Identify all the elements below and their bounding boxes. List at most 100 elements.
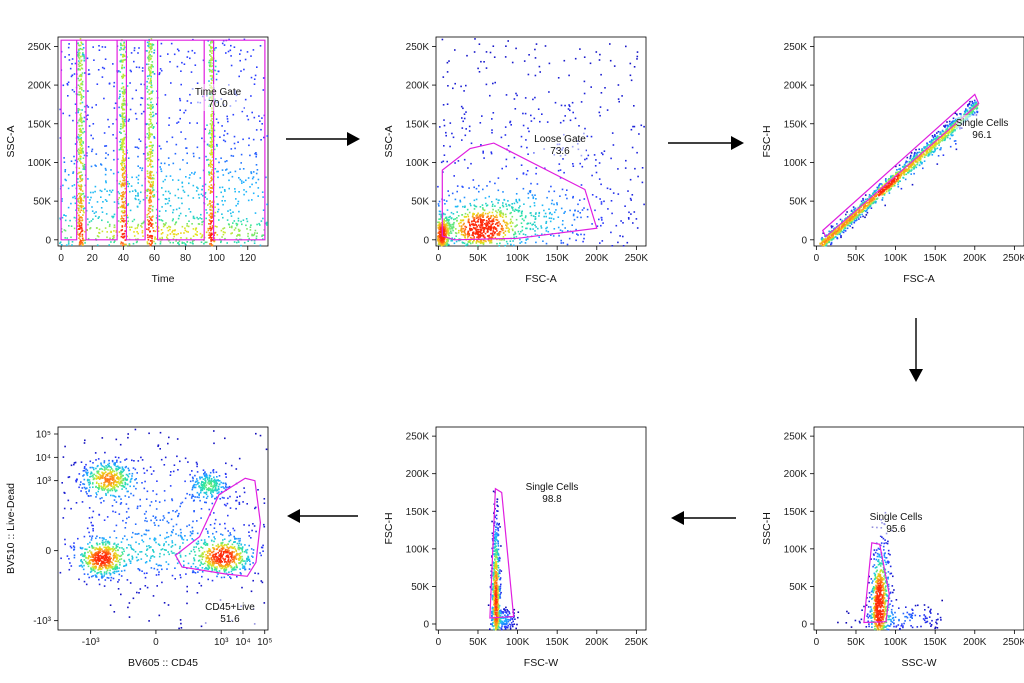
gate-outline[interactable] [441,142,598,241]
gate-label-background [956,115,1008,142]
gate-outline[interactable] [489,487,515,619]
x-tick-label: 0 [814,253,820,264]
y-axis-label: SSC-A [5,125,17,157]
plot-frame [57,36,269,247]
y-axis: 0 50K 100K 150K 200K 250K SSC-H [761,432,814,630]
y-tick-label: 150K [784,119,808,130]
y-tick-label: 50K [789,582,807,593]
x-tick-label: 0 [436,253,442,264]
x-tick-label: 250K [1003,637,1024,648]
x-tick-label: 200K [585,637,609,648]
gate-label-background [204,599,256,626]
y-tick-label: 150K [406,507,430,518]
x-tick-label: 120 [239,253,256,264]
y-axis-label: SSC-H [761,512,773,545]
y-tick-label: 250K [406,432,430,443]
x-tick-label: 60 [149,253,161,264]
x-tick-label: 50K [469,637,487,648]
y-tick-label: 0 [45,546,51,557]
x-tick-label: 100 [208,253,225,264]
x-tick-label: 10⁵ [257,637,272,648]
y-axis: 0 50K 100K 150K 200K 250K SSC-A [5,42,58,246]
y-tick-label: 0 [45,235,51,246]
x-tick-label: 0 [436,637,442,648]
y-tick-label: 100K [406,544,430,555]
x-tick-label: 50K [847,253,865,264]
gate-label-background [192,84,244,111]
x-axis-label: SSC-W [902,657,937,669]
x-tick-label: 10⁴ [235,637,250,648]
gate-outline[interactable] [60,39,266,241]
x-tick-label: 50K [469,253,487,264]
x-tick-label: 100K [884,637,908,648]
y-axis: 0 50K 100K 150K 200K 250K FSC-H [383,432,436,630]
x-axis: 0 20 40 60 80 100 120 Time [58,246,257,285]
y-axis: 0 50K 100K 150K 200K 250K SSC-A [383,42,436,246]
y-tick-label: 200K [784,469,808,480]
x-tick-label: 150K [545,253,569,264]
y-tick-label: 50K [33,197,51,208]
x-axis-label: FSC-A [525,273,557,285]
gate-percentage: 96.1 [972,130,992,141]
y-tick-label: 0 [801,619,807,630]
x-tick-label: 250K [625,637,649,648]
x-tick-label: 100K [506,637,530,648]
gate-outline[interactable] [821,93,980,238]
x-tick-label: 200K [963,253,987,264]
flow-arrow [671,511,736,525]
x-tick-label: 100K [506,253,530,264]
y-axis-label: FSC-H [761,125,773,157]
x-axis: 0 50K 100K 150K 200K 250K FSC-W [436,630,649,669]
gate-outline[interactable] [174,477,262,577]
y-tick-label: 50K [411,197,429,208]
y-tick-label: 250K [406,42,430,53]
flow-arrow [909,318,923,382]
gate-name: Single Cells [526,482,579,493]
x-axis: 0 50K 100K 150K 200K 250K FSC-A [814,246,1024,285]
y-tick-label: 10³ [37,476,52,487]
x-axis-label: Time [152,273,175,285]
y-axis-label: FSC-H [383,512,395,544]
x-tick-label: 40 [118,253,130,264]
x-axis-label: BV605 :: CD45 [128,657,198,669]
x-tick-label: 150K [545,637,569,648]
y-tick-label: 200K [28,81,52,92]
x-tick-label: 0 [814,637,820,648]
y-axis-label: SSC-A [383,125,395,157]
y-axis-label: BV510 :: Live-Dead [5,483,17,574]
x-tick-label: -10³ [82,637,100,648]
y-tick-label: 150K [406,119,430,130]
x-tick-label: 100K [884,253,908,264]
x-tick-label: 20 [87,253,99,264]
x-tick-label: 150K [923,253,947,264]
gate-label-background [534,131,586,158]
gate-name: Single Cells [870,512,923,523]
gate-percentage: 73.6 [550,146,570,157]
y-tick-label: 200K [784,81,808,92]
y-tick-label: 100K [406,158,430,169]
y-tick-label: 0 [423,235,429,246]
y-tick-label: 200K [406,81,430,92]
arrow-head [671,511,684,525]
y-tick-label: 100K [784,158,808,169]
x-tick-label: 250K [625,253,649,264]
gate-outline[interactable] [863,542,890,624]
gate-percentage: 51.6 [220,614,240,625]
x-axis: 0 50K 100K 150K 200K 250K FSC-A [436,246,649,285]
y-tick-label: 50K [789,197,807,208]
gate-percentage: 70.0 [208,99,228,110]
plot-frame [435,426,647,631]
y-axis: 0 50K 100K 150K 200K 250K FSC-H [761,42,814,246]
gate-name: Single Cells [956,118,1009,129]
